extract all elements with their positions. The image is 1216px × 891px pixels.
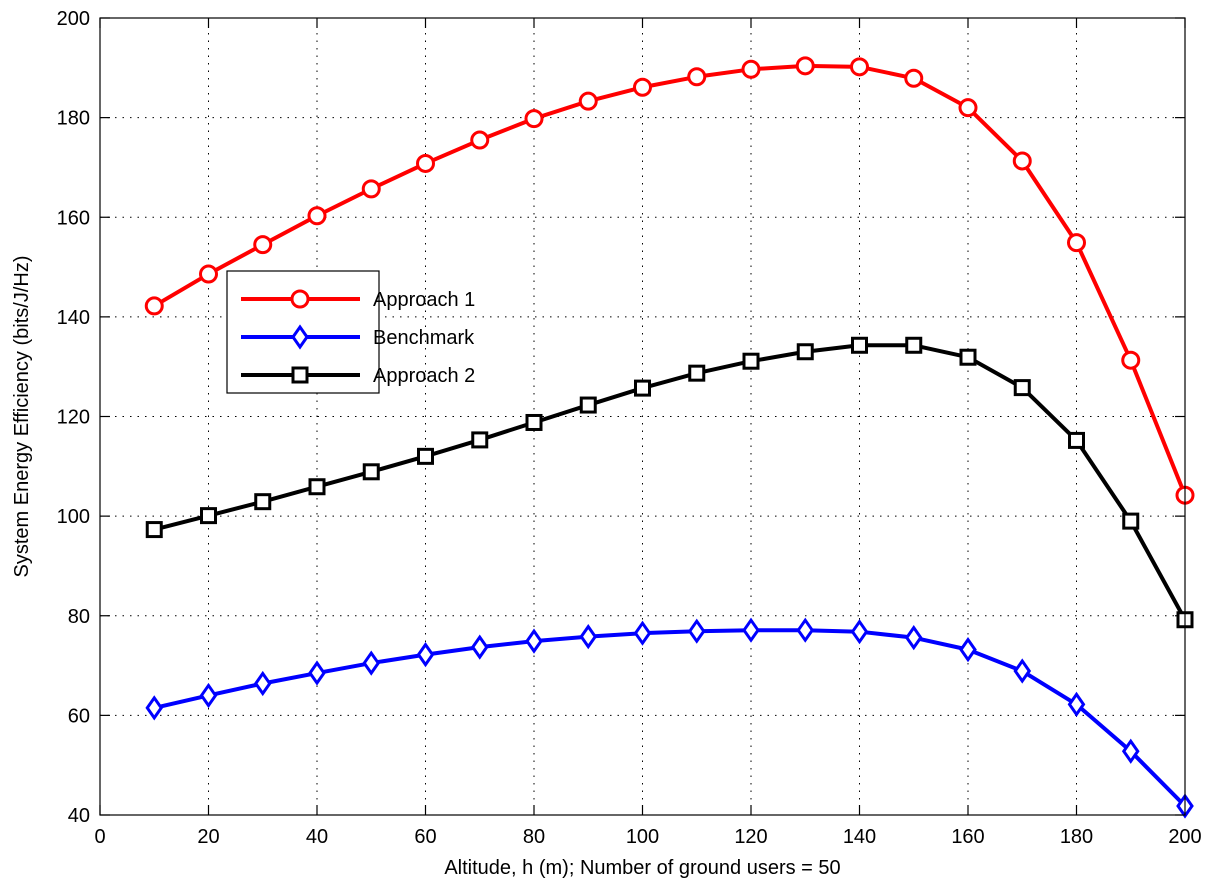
data-point-benchmark — [253, 670, 272, 697]
data-point-benchmark — [687, 618, 706, 644]
x-tick-label: 120 — [734, 826, 767, 848]
data-point-benchmark — [796, 617, 815, 643]
data-point-benchmark — [308, 660, 326, 686]
data-point-benchmark — [1013, 658, 1032, 684]
data-point-benchmark — [1067, 691, 1086, 718]
data-point-approach-1 — [1121, 350, 1141, 370]
data-point-approach-1 — [904, 68, 924, 88]
data-point-approach-2 — [905, 336, 923, 354]
series-benchmark — [145, 617, 1194, 819]
data-point-approach-2 — [471, 431, 489, 449]
data-point-approach-1 — [1067, 233, 1086, 253]
x-tick-label: 20 — [197, 826, 219, 848]
data-point-approach-2 — [579, 396, 597, 414]
x-axis-label: Altitude, h (m); Number of ground users … — [444, 857, 840, 879]
y-tick-label: 80 — [68, 606, 90, 628]
data-point-approach-2 — [200, 507, 217, 525]
data-point-benchmark — [362, 650, 381, 676]
legend-label-approach-2: Approach 2 — [373, 365, 475, 387]
data-point-approach-2 — [145, 521, 163, 539]
x-tick-label: 100 — [626, 826, 659, 848]
data-point-approach-2 — [254, 493, 272, 511]
data-point-benchmark — [525, 628, 543, 654]
data-point-benchmark — [145, 695, 164, 721]
data-point-approach-1 — [741, 59, 761, 79]
data-point-benchmark — [633, 620, 652, 646]
data-point-approach-2 — [742, 352, 760, 370]
series-approach-1 — [144, 56, 1195, 505]
y-axis-label: System Energy Efficiency (bits/J/Hz) — [11, 256, 33, 578]
y-tick-label: 40 — [68, 805, 90, 827]
data-point-approach-1 — [524, 109, 544, 129]
legend-entry-approach-2: Approach 2 — [241, 365, 475, 387]
data-point-approach-1 — [687, 67, 707, 87]
data-point-approach-1 — [470, 130, 490, 150]
data-point-benchmark — [1121, 738, 1140, 764]
data-point-approach-1 — [578, 91, 598, 111]
legend-marker-approach-2 — [291, 366, 309, 384]
x-tick-label: 200 — [1168, 826, 1201, 848]
plot-frame — [99, 17, 1186, 816]
y-tick-label: 140 — [57, 307, 90, 329]
legend-entry-approach-1: Approach 1 — [241, 289, 475, 311]
data-point-approach-2 — [1068, 431, 1085, 449]
y-tick-label: 160 — [57, 207, 90, 229]
data-point-benchmark — [416, 641, 435, 668]
data-point-benchmark — [959, 637, 977, 663]
legend-label-benchmark: Benchmark — [373, 327, 475, 349]
data-point-approach-1 — [144, 296, 164, 316]
data-point-approach-2 — [308, 478, 326, 496]
series-line-benchmark — [153, 628, 1187, 808]
data-point-benchmark — [850, 619, 869, 645]
data-point-approach-1 — [253, 235, 273, 255]
data-point-approach-1 — [416, 153, 435, 173]
data-point-approach-2 — [1122, 512, 1140, 530]
data-point-benchmark — [579, 624, 598, 650]
data-point-approach-1 — [307, 206, 327, 226]
legend-marker-approach-1 — [290, 289, 310, 309]
data-point-approach-1 — [633, 77, 652, 97]
y-tick-label: 120 — [57, 407, 90, 429]
y-tick-label: 180 — [57, 108, 90, 130]
x-tick-label: 160 — [951, 826, 984, 848]
data-point-approach-2 — [796, 343, 814, 361]
data-point-benchmark — [742, 617, 760, 643]
data-point-approach-1 — [199, 264, 218, 284]
legend: Approach 1 Benchmark Approach 2 — [226, 270, 475, 394]
data-point-benchmark — [470, 634, 489, 660]
data-point-approach-2 — [417, 447, 434, 465]
series-group — [144, 56, 1195, 819]
data-point-approach-2 — [1013, 379, 1031, 397]
data-point-approach-1 — [850, 57, 869, 77]
x-tick-label: 60 — [414, 826, 436, 848]
legend-label-approach-1: Approach 1 — [373, 289, 475, 311]
data-point-approach-1 — [958, 98, 978, 118]
data-point-approach-1 — [1012, 151, 1032, 171]
legend-entry-benchmark: Benchmark — [241, 324, 475, 350]
y-tick-label: 60 — [68, 705, 90, 727]
data-point-approach-2 — [851, 336, 868, 354]
tick-labels: 0 20 40 60 80 100 120 140 160 180 200 40 60 80 100 120 1… — [57, 8, 1202, 848]
data-point-approach-2 — [959, 348, 977, 366]
x-tick-label: 180 — [1060, 826, 1093, 848]
x-tick-label: 40 — [306, 826, 328, 848]
x-tick-label: 80 — [523, 826, 545, 848]
series-line-approach-2 — [153, 343, 1187, 621]
y-tick-label: 100 — [57, 506, 90, 528]
data-point-approach-2 — [688, 364, 706, 382]
x-tick-label: 140 — [843, 826, 876, 848]
y-tick-label: 200 — [57, 8, 90, 30]
legend-marker-benchmark — [291, 324, 309, 350]
data-point-approach-2 — [362, 463, 380, 481]
data-point-approach-1 — [361, 179, 381, 199]
data-point-benchmark — [199, 682, 218, 709]
data-point-approach-1 — [795, 56, 815, 76]
data-point-approach-2 — [525, 413, 543, 431]
data-point-benchmark — [904, 625, 923, 651]
series-line-approach-1 — [153, 63, 1187, 496]
data-point-approach-2 — [634, 379, 651, 397]
x-tick-label: 0 — [94, 826, 105, 848]
